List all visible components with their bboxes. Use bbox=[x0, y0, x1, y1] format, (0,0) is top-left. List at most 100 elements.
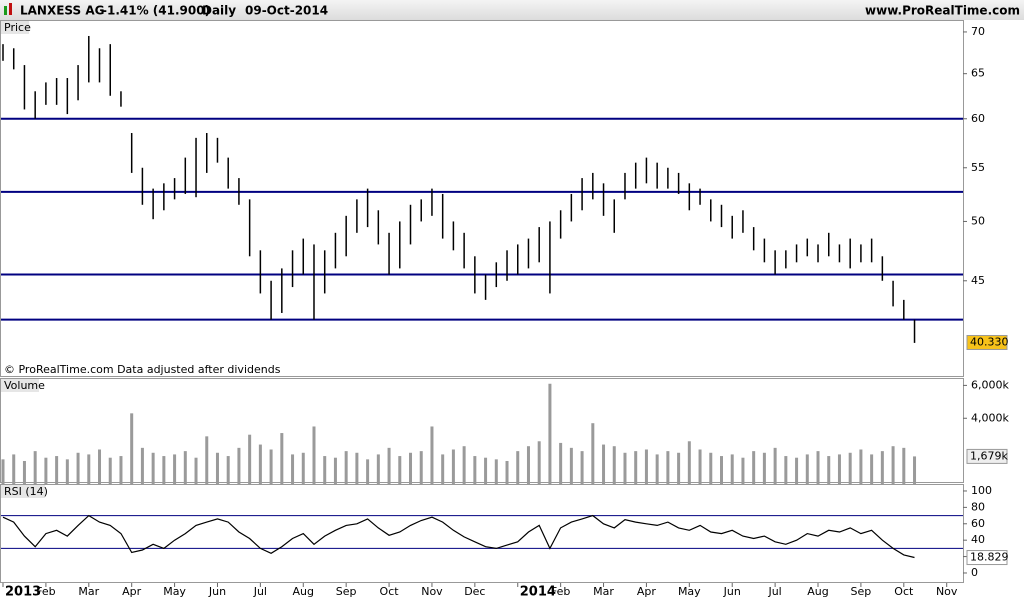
volume-bar bbox=[130, 413, 134, 484]
x-tick-label: Aug bbox=[293, 585, 314, 598]
rsi-line bbox=[2, 514, 915, 559]
volume-bar bbox=[419, 451, 423, 484]
volume-bar bbox=[301, 452, 305, 484]
x-tick-label: 2014 bbox=[520, 585, 556, 600]
volume-bar bbox=[398, 456, 402, 484]
last-value-label: 40.330 bbox=[970, 335, 1009, 348]
volume-bar bbox=[677, 452, 681, 484]
volume-bar bbox=[795, 457, 799, 484]
volume-bar bbox=[280, 433, 284, 484]
x-tick-label: Nov bbox=[421, 585, 443, 598]
volume-bar bbox=[183, 451, 187, 484]
volume-bar bbox=[773, 447, 777, 484]
volume-bar bbox=[569, 447, 573, 484]
date: 09-Oct-2014 bbox=[245, 4, 328, 18]
volume-bar bbox=[526, 446, 530, 484]
volume-bar bbox=[612, 446, 616, 484]
x-tick-label: Jun bbox=[723, 585, 741, 598]
volume-bar bbox=[323, 456, 327, 484]
volume-bar bbox=[741, 457, 745, 484]
volume-bar bbox=[366, 459, 370, 484]
panel-tag bbox=[1, 379, 39, 392]
volume-bar bbox=[880, 451, 884, 484]
site: www.ProRealTime.com bbox=[865, 4, 1020, 18]
x-tick-label: Mar bbox=[593, 585, 614, 598]
y-tick-label: 6,000k bbox=[971, 378, 1009, 391]
volume-bar bbox=[355, 452, 359, 484]
panel-label: Price bbox=[4, 21, 31, 34]
volume-bar bbox=[816, 451, 820, 484]
x-tick-label: Sep bbox=[336, 585, 357, 598]
panel-label: Volume bbox=[4, 379, 45, 392]
volume-bar bbox=[291, 454, 295, 484]
period: Daily bbox=[202, 4, 236, 18]
volume-bar bbox=[762, 452, 766, 484]
y-tick-label: 100 bbox=[971, 484, 992, 497]
x-tick-label: Mar bbox=[78, 585, 99, 598]
volume-bar bbox=[55, 456, 59, 484]
volume-bar bbox=[333, 457, 337, 484]
volume-bar bbox=[312, 426, 316, 484]
volume-bar bbox=[537, 441, 541, 484]
volume-bar bbox=[451, 449, 455, 484]
volume-bar bbox=[205, 436, 209, 484]
volume-bar bbox=[559, 442, 563, 484]
last-value-badge bbox=[966, 334, 1008, 350]
volume-bar bbox=[108, 457, 112, 484]
volume-bar bbox=[634, 451, 638, 484]
x-tick-label: 2013 bbox=[5, 585, 41, 600]
volume-bar bbox=[44, 457, 48, 484]
volume-bar bbox=[516, 451, 520, 484]
volume-bar bbox=[484, 457, 488, 484]
x-tick-label: Sep bbox=[851, 585, 872, 598]
volume-bar bbox=[376, 454, 380, 484]
volume-bar bbox=[666, 451, 670, 484]
volume-bar bbox=[248, 434, 252, 484]
volume-bar bbox=[258, 444, 262, 484]
x-tick-label: Jun bbox=[208, 585, 226, 598]
panel-label: RSI (14) bbox=[4, 485, 48, 498]
volume-bar bbox=[591, 423, 595, 484]
volume-bar bbox=[1, 459, 5, 484]
volume-bar bbox=[441, 454, 445, 484]
volume-bar bbox=[580, 451, 584, 484]
x-tick-label: Jul bbox=[253, 585, 267, 598]
y-tick-label: 4,000k bbox=[971, 411, 1009, 424]
x-tick-label: Aug bbox=[807, 585, 828, 598]
x-tick-label: Dec bbox=[464, 585, 485, 598]
y-tick-label: 50 bbox=[971, 214, 985, 227]
volume-bar bbox=[687, 441, 691, 484]
y-tick-label: 55 bbox=[971, 161, 985, 174]
volume-bar bbox=[140, 447, 144, 484]
volume-bar bbox=[462, 446, 466, 484]
y-tick-label: 40 bbox=[971, 533, 985, 546]
price-panel bbox=[0, 20, 964, 377]
x-tick-label: Jul bbox=[767, 585, 781, 598]
volume-bar bbox=[473, 456, 477, 484]
volume-bar bbox=[870, 454, 874, 484]
volume-bar bbox=[173, 454, 177, 484]
last-value-badge bbox=[966, 550, 1008, 566]
volume-bar bbox=[902, 447, 906, 484]
volume-bar bbox=[827, 456, 831, 484]
volume-bar bbox=[98, 449, 102, 484]
y-tick-label: 60 bbox=[971, 517, 985, 530]
volume-bar bbox=[87, 454, 91, 484]
volume-bar bbox=[215, 452, 219, 484]
logo bbox=[4, 3, 12, 15]
last-value-badge bbox=[966, 448, 1008, 464]
y-tick-label: 70 bbox=[971, 25, 985, 38]
panel-tag bbox=[1, 21, 29, 34]
volume-bar bbox=[913, 456, 917, 484]
volume-bar bbox=[76, 452, 80, 484]
volume-bar bbox=[33, 451, 37, 484]
title: LANXESS AG bbox=[20, 4, 105, 18]
y-tick-label: 80 bbox=[971, 500, 985, 513]
last-value-label: 18.829 bbox=[970, 551, 1009, 564]
volume-panel bbox=[0, 378, 964, 483]
y-tick-label: 0 bbox=[971, 566, 978, 579]
volume-bar bbox=[344, 451, 348, 484]
volume-bar bbox=[237, 447, 241, 484]
volume-bar bbox=[848, 452, 852, 484]
x-tick-label: Feb bbox=[551, 585, 570, 598]
